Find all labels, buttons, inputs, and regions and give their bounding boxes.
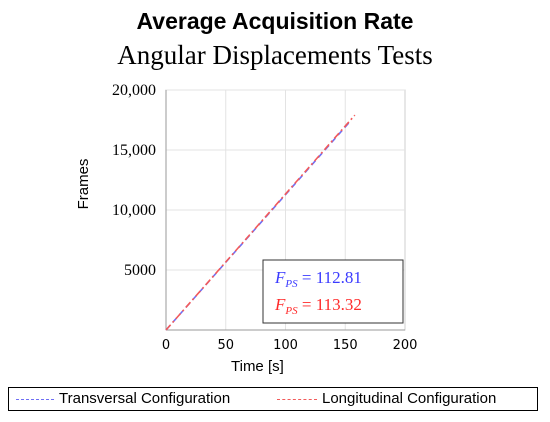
legend-item-longitudinal: Longitudinal Configuration <box>322 390 497 407</box>
legend-item-transversal: Transversal Configuration <box>59 390 231 407</box>
y-axis-label: Frames <box>75 159 92 210</box>
y-tick-label: 10,000 <box>112 202 156 219</box>
tick-labels: 5000 10,000 15,000 20,000 0 50 100 150 200 <box>112 82 417 353</box>
x-tick-label: 150 <box>333 338 358 353</box>
axes <box>165 90 405 331</box>
x-tick-label: 0 <box>162 338 170 353</box>
annotation-box <box>262 259 404 324</box>
annotations: FPS = 112.81 FPS = 113.32 <box>274 268 362 317</box>
annotation-1: FPS = 113.32 <box>274 295 362 317</box>
chart-subtitle: Angular Displacements Tests <box>117 40 433 70</box>
series-line-1 <box>165 114 356 331</box>
legend-line-transversal <box>16 399 54 400</box>
x-axis-label: Time [s] <box>231 358 284 375</box>
x-tick-label: 200 <box>393 338 418 353</box>
y-tick-label: 20,000 <box>112 82 156 99</box>
legend-line-longitudinal <box>277 399 317 400</box>
annotation-0: FPS = 112.81 <box>274 268 362 290</box>
x-tick-label: 50 <box>217 338 234 353</box>
legend: Transversal Configuration Longitudinal C… <box>8 387 538 411</box>
chart-title: Average Acquisition Rate <box>136 8 414 34</box>
x-tick-label: 100 <box>273 338 298 353</box>
y-tick-label: 5000 <box>124 262 156 279</box>
y-tick-label: 15,000 <box>112 142 156 159</box>
series-lines <box>165 114 356 331</box>
